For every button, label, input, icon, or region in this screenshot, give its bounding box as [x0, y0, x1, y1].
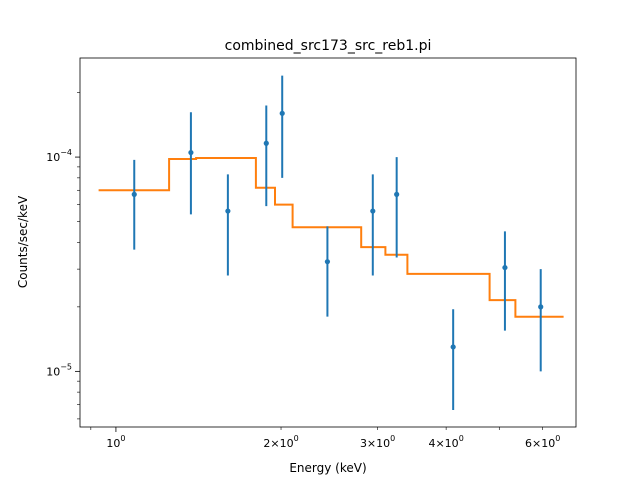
- model-step-series: [98, 157, 564, 318]
- x-tick-label: 2×100: [263, 434, 298, 450]
- x-tick-label: 6×100: [525, 434, 560, 450]
- data-point: [131, 191, 137, 197]
- data-errorbar-series: [131, 75, 544, 411]
- data-point: [279, 110, 285, 116]
- model-step-line: [98, 157, 564, 318]
- data-point: [538, 304, 544, 310]
- y-axis-ticks: 10−5 10−4: [46, 92, 80, 420]
- x-axis-label: Energy (keV): [289, 461, 366, 475]
- data-point: [450, 344, 456, 350]
- data-point: [225, 208, 231, 214]
- data-point: [188, 149, 194, 156]
- data-point: [394, 191, 400, 197]
- data-point: [324, 259, 331, 265]
- data-point: [263, 140, 269, 146]
- x-tick-label: 3×100: [360, 434, 395, 450]
- data-point: [370, 208, 376, 214]
- data-point: [502, 264, 508, 271]
- chart-title: combined_src173_src_reb1.pi: [225, 38, 432, 54]
- y-axis-label: Counts/sec/keV: [16, 195, 30, 288]
- x-tick-label: 100: [106, 434, 125, 450]
- y-tick-label: 10−4: [46, 148, 72, 164]
- y-tick-label: 10−5: [46, 362, 72, 378]
- x-tick-label: 4×100: [428, 434, 463, 450]
- x-axis-ticks: 100 2×100 3×100 4×100 6×100: [90, 427, 560, 450]
